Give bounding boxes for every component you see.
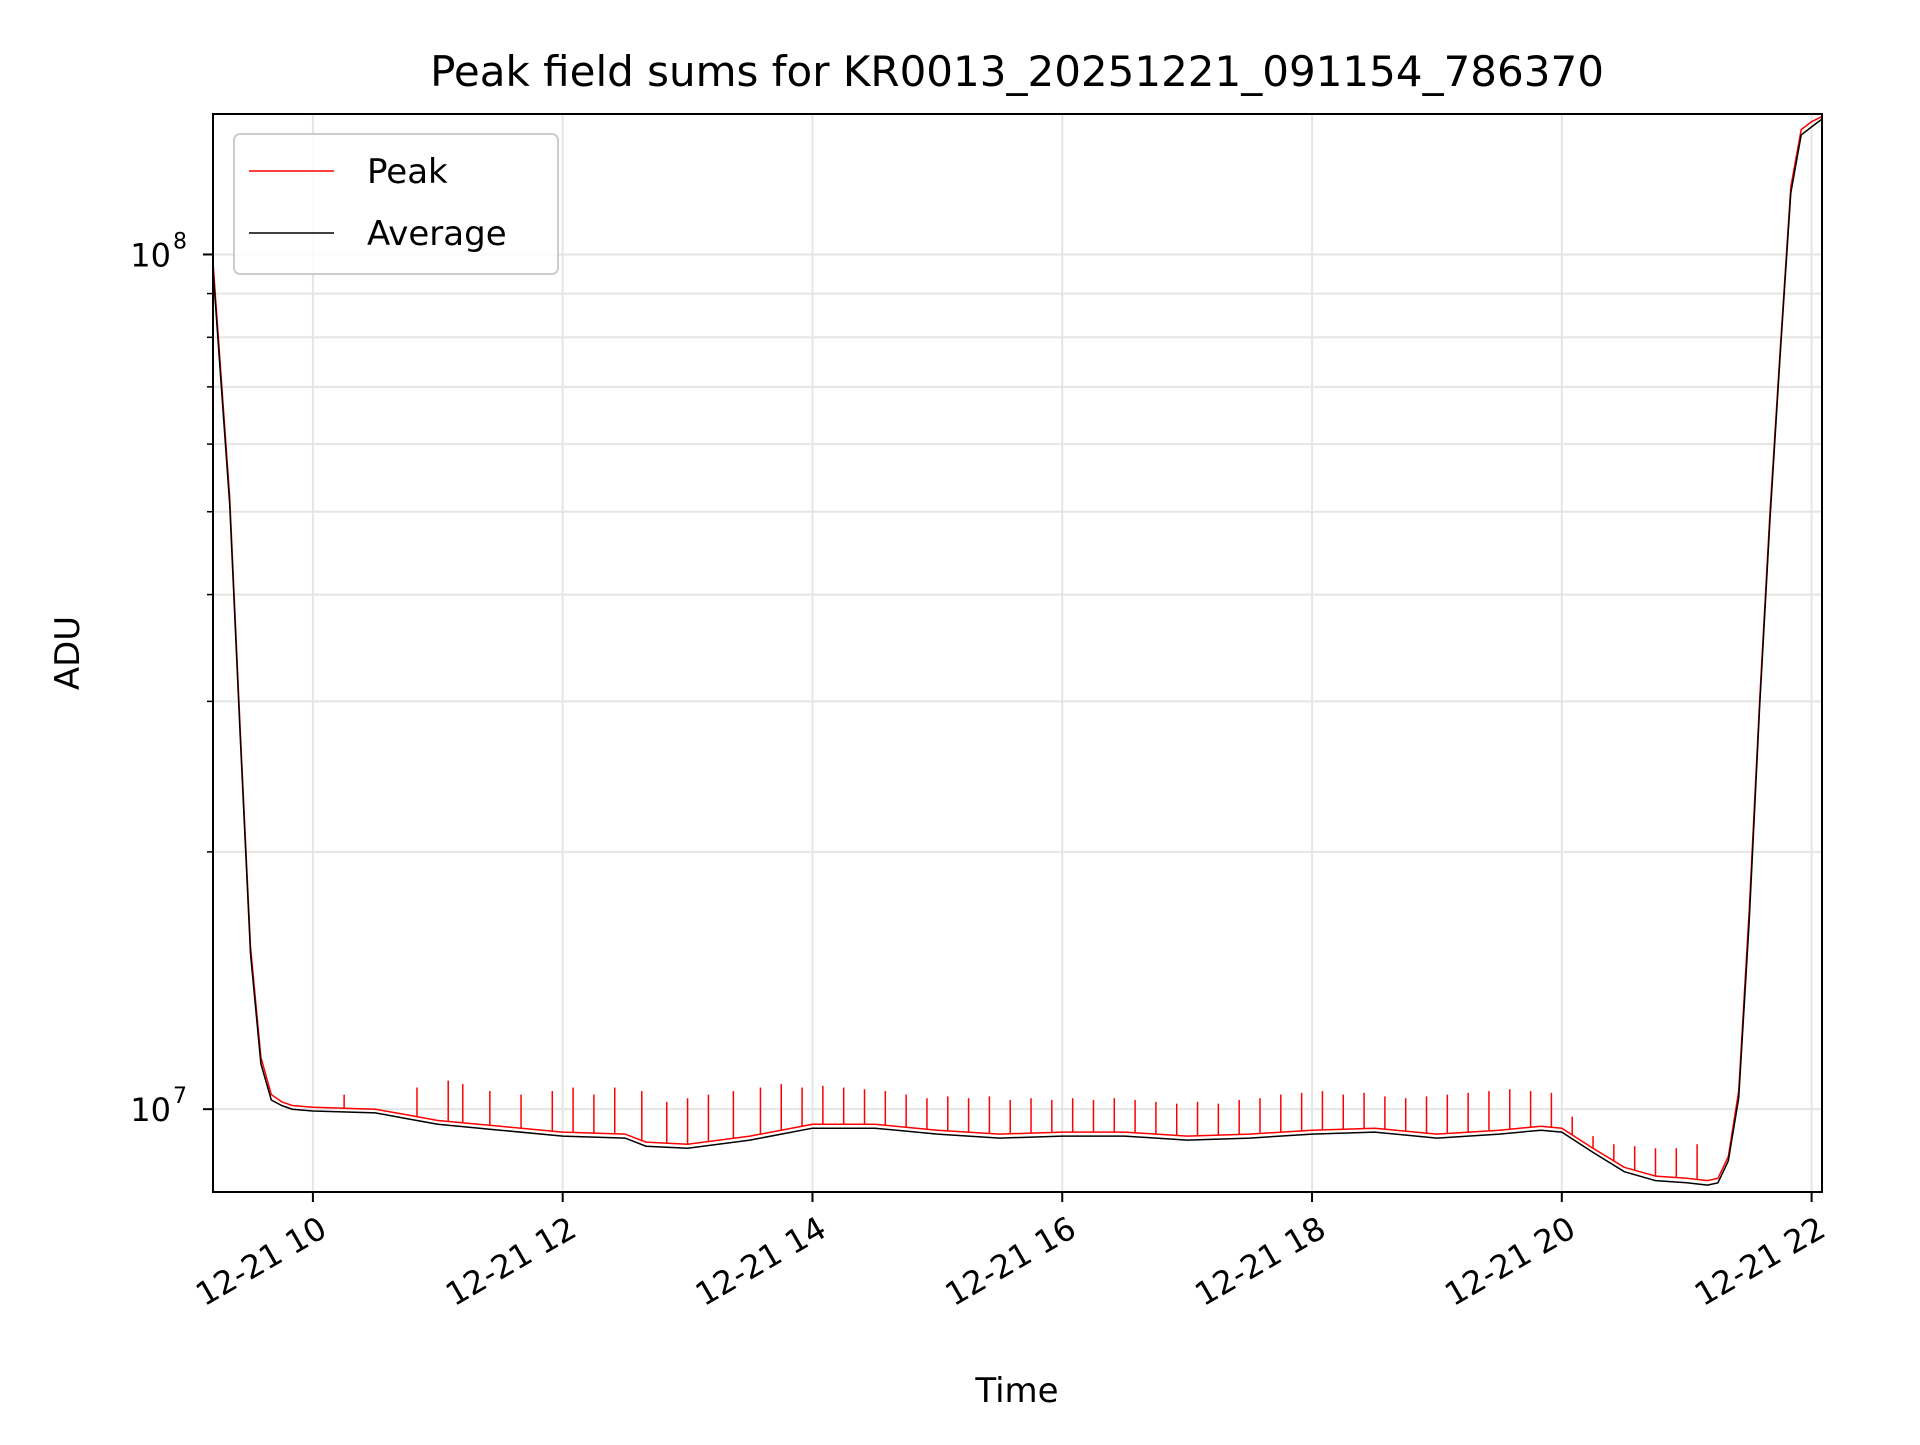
chart-title: Peak field sums for KR0013_20251221_0911… xyxy=(430,47,1604,96)
y-tick-label-exponent: 8 xyxy=(173,229,187,254)
series-layer xyxy=(213,115,1822,1186)
legend-box xyxy=(233,133,559,275)
series-line-average xyxy=(213,118,1822,1186)
y-tick-label: 10 xyxy=(130,1091,171,1129)
legend-label-average: Average xyxy=(367,214,507,254)
legend: Peak Average xyxy=(233,133,559,275)
x-axis-label: Time xyxy=(974,1371,1058,1411)
y-tick-label-exponent: 7 xyxy=(173,1084,187,1109)
y-axis-label: ADU xyxy=(48,616,88,690)
plot-frame xyxy=(212,113,1823,1193)
legend-label-peak: Peak xyxy=(367,152,448,192)
y-tick-label: 10 xyxy=(130,236,171,274)
grid-layer xyxy=(213,114,1822,1192)
